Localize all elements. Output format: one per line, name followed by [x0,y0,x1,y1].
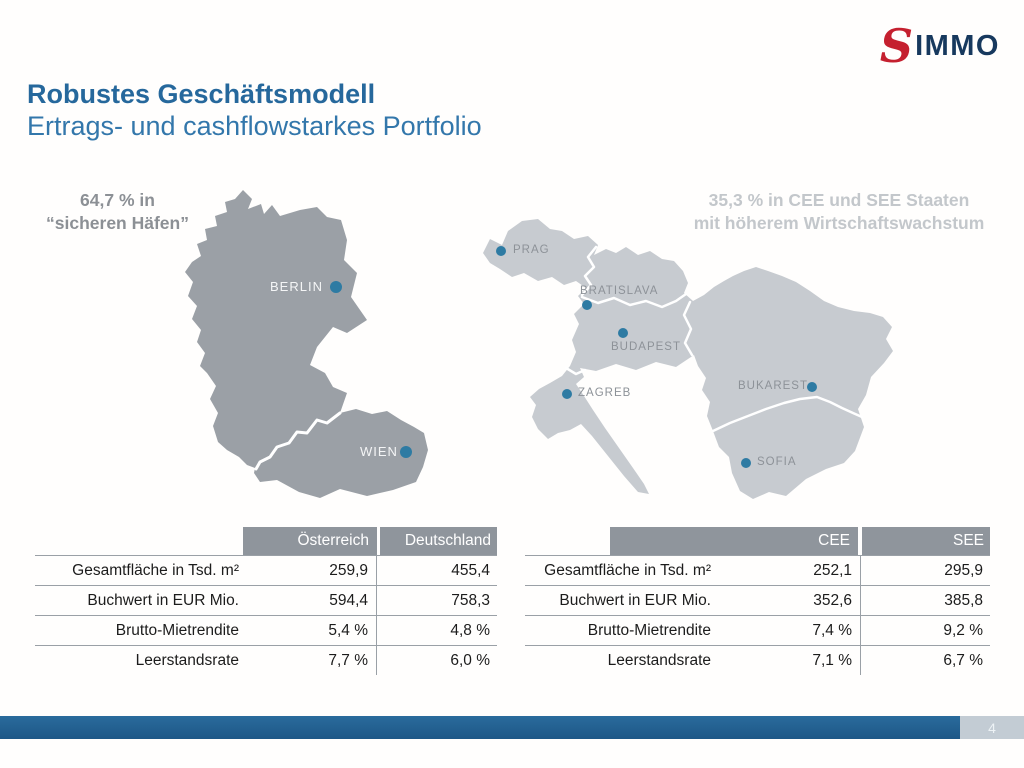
row-label: Brutto-Mietrendite [587,621,711,639]
city-label-berlin: BERLIN [270,279,323,294]
value-cee: 7,4 % [715,616,861,645]
row-label: Gesamtfläche in Tsd. m² [72,561,239,579]
column-header-cee: CEE [610,527,858,555]
value-deutschland: 6,0 % [450,651,490,669]
city-label-sofia: SOFIA [757,456,797,468]
value-see: 6,7 % [943,651,983,669]
city-dot-berlin-icon [330,281,342,293]
stat-safe-havens-line1: 64,7 % in [80,190,155,210]
simmo-logo: S IMMO [879,19,1000,73]
value-cee: 7,1 % [715,646,861,675]
row-label: Buchwert in EUR Mio. [559,591,711,609]
table-row: Gesamtfläche in Tsd. m² 259,9 455,4 [35,555,497,585]
table-row: Leerstandsrate 7,7 % 6,0 % [35,645,497,675]
table-row: Leerstandsrate 7,1 % 6,7 % [525,645,990,675]
column-header-see: SEE [862,527,990,555]
table-header-spacer [35,527,243,555]
row-label: Buchwert in EUR Mio. [87,591,239,609]
map-cee-see: PRAG BRATISLAVA BUDAPEST ZAGREB BUKAREST… [480,205,905,505]
city-dot-zagreb-icon [562,389,572,399]
city-label-wien: WIEN [360,444,398,459]
city-dot-bratislava-icon [582,300,592,310]
value-see: 385,8 [944,591,983,609]
table-row: Brutto-Mietrendite 5,4 % 4,8 % [35,615,497,645]
value-deutschland: 4,8 % [450,621,490,639]
row-label: Gesamtfläche in Tsd. m² [544,561,711,579]
map-germany-austria: BERLIN WIEN [160,183,465,508]
city-dot-budapest-icon [618,328,628,338]
stat-safe-havens-line2: “sicheren Häfen” [46,213,189,233]
cee-see-silhouette-icon [483,219,893,499]
page-subtitle: Ertrags- und cashflowstarkes Portfolio [27,111,482,141]
city-label-bratislava: BRATISLAVA [580,285,659,297]
value-oesterreich: 5,4 % [243,616,377,645]
value-deutschland: 455,4 [451,561,490,579]
city-label-zagreb: ZAGREB [578,387,632,399]
table-row: Buchwert in EUR Mio. 594,4 758,3 [35,585,497,615]
value-deutschland: 758,3 [451,591,490,609]
value-cee: 252,1 [715,556,861,585]
stat-cee-see: 35,3 % in CEE und SEE Staaten mit höhere… [656,189,1022,235]
stat-cee-see-line1: 35,3 % in CEE und SEE Staaten [708,190,970,210]
city-label-prag: PRAG [513,244,550,256]
table-row: Brutto-Mietrendite 7,4 % 9,2 % [525,615,990,645]
value-see: 295,9 [944,561,983,579]
germany-austria-silhouette-icon [185,190,428,498]
city-label-budapest: BUDAPEST [611,341,681,353]
table-cee-see: CEE SEE Gesamtfläche in Tsd. m² 252,1 29… [525,527,990,675]
stat-cee-see-line2: mit höherem Wirtschaftswachstum [693,213,985,233]
city-dot-prag-icon [496,246,506,256]
city-dot-sofia-icon [741,458,751,468]
simmo-logo-s-icon: S [879,19,914,73]
table-row: Gesamtfläche in Tsd. m² 252,1 295,9 [525,555,990,585]
value-oesterreich: 259,9 [243,556,377,585]
title-block: Robustes Geschäftsmodell Ertrags- und ca… [27,78,482,143]
simmo-logo-wordmark: IMMO [915,30,1000,63]
page-title: Robustes Geschäftsmodell [27,79,376,109]
page-number-badge: 4 [960,716,1024,739]
value-oesterreich: 7,7 % [243,646,377,675]
page-number: 4 [988,719,996,736]
column-header-oesterreich: Österreich [243,527,377,555]
table-header-spacer [525,527,610,555]
city-label-bukarest: BUKAREST [738,380,808,392]
value-see: 9,2 % [943,621,983,639]
value-cee: 352,6 [715,586,861,615]
footer-bar [0,716,960,739]
table-row: Buchwert in EUR Mio. 352,6 385,8 [525,585,990,615]
row-label: Leerstandsrate [607,651,711,669]
table-austria-germany: Österreich Deutschland Gesamtfläche in T… [35,527,497,675]
city-dot-wien-icon [400,446,412,458]
value-oesterreich: 594,4 [243,586,377,615]
city-dot-bukarest-icon [807,382,817,392]
row-label: Brutto-Mietrendite [115,621,239,639]
column-header-deutschland: Deutschland [380,527,497,555]
table-cee-see-header: CEE SEE [525,527,990,555]
stat-safe-havens: 64,7 % in “sicheren Häfen” [20,189,215,235]
row-label: Leerstandsrate [135,651,239,669]
table-austria-germany-header: Österreich Deutschland [35,527,497,555]
